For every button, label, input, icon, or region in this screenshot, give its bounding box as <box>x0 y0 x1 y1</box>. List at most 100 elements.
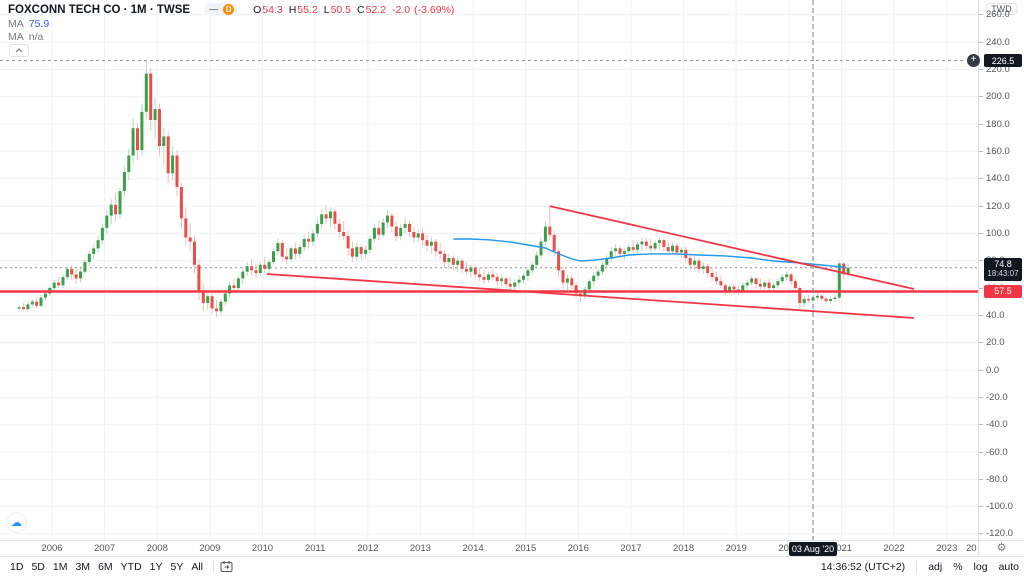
cloud-sync-button[interactable]: ☁ <box>6 512 27 533</box>
open-label: O <box>253 3 262 16</box>
clock[interactable]: 14:36:52 (UTC+2) <box>820 561 906 573</box>
market-status-pill[interactable]: — D <box>204 3 238 16</box>
time-axis[interactable]: 2006 2007 2008 2009 2010 2011 2012 2013 2014 2015… <box>0 540 978 556</box>
status-divider <box>916 561 918 573</box>
adjust-data-button[interactable]: adj <box>928 561 943 573</box>
price-tick: 40.0 <box>979 310 1005 321</box>
high-price-badge: 226.5 <box>984 54 1022 68</box>
ma-line <box>453 238 846 269</box>
time-tick: 2015 <box>515 543 537 554</box>
time-tick: 2008 <box>146 543 168 554</box>
change-percent: (-3.69%) <box>414 3 455 16</box>
ma2-label: MA <box>8 31 24 43</box>
gear-icon[interactable]: ⚙ <box>996 542 1007 554</box>
price-tick: 0.0 <box>979 365 999 376</box>
price-tick: 140.0 <box>979 173 1010 184</box>
price-tick: -40.0 <box>979 419 1008 430</box>
price-tick: -100.0 <box>979 501 1013 512</box>
time-tick: 2007 <box>94 543 116 554</box>
time-tick: 2016 <box>567 543 589 554</box>
open-value: 54.3 <box>262 3 283 16</box>
price-tick: 100.0 <box>979 228 1010 239</box>
range-button-all[interactable]: All <box>191 560 204 573</box>
horizontal-line-price-badge: 57.5 <box>984 284 1022 298</box>
cloud-icon: ☁ <box>11 517 22 529</box>
last-price-badge: 74.8 18:43:07 <box>984 257 1022 281</box>
time-tick: 2020 <box>772 543 806 554</box>
price-tick: 240.0 <box>979 37 1010 48</box>
price-chart[interactable] <box>0 0 978 540</box>
time-tick: 2019 <box>725 543 747 554</box>
price-tick: -120.0 <box>979 528 1013 539</box>
time-tick: 2014 <box>462 543 484 554</box>
price-axis[interactable]: TWD 260.0 240.0 220.0 200.0 180.0 160.0 140.0 1… <box>978 0 1024 556</box>
market-closed-icon: — <box>209 4 219 14</box>
price-tick: -80.0 <box>979 474 1008 485</box>
wedge-lower-trendline <box>266 273 914 319</box>
delayed-data-badge: D <box>223 4 235 15</box>
high-label: H <box>288 3 297 16</box>
clipped-year-label: 20 <box>966 543 977 554</box>
time-tick: 2022 <box>883 543 905 554</box>
time-tick: 2006 <box>41 543 63 554</box>
bottom-toolbar: 1D 5D 1M 3M 6M YTD 1Y 5Y All 14:36:52 (UTC+2) ad… <box>0 556 1024 576</box>
wedge-upper-trendline <box>549 205 915 290</box>
change-value: -2.0 <box>392 3 411 16</box>
toolbar-divider <box>213 560 215 573</box>
range-button-1m[interactable]: 1M <box>52 560 68 573</box>
range-button-5y[interactable]: 5Y <box>170 560 184 573</box>
time-tick: 2013 <box>409 543 431 554</box>
calendar-icon <box>220 561 233 572</box>
price-tick: -60.0 <box>979 447 1008 458</box>
range-button-1d[interactable]: 1D <box>10 560 24 573</box>
time-tick: 2018 <box>673 543 695 554</box>
close-label: C <box>357 3 365 16</box>
candles-layer <box>17 61 850 317</box>
range-button-6m[interactable]: 6M <box>98 560 113 573</box>
price-tick: 180.0 <box>979 119 1010 130</box>
price-tick: -20.0 <box>979 392 1008 403</box>
add-alert-plus-button[interactable]: + <box>967 53 980 67</box>
currency-label[interactable]: TWD <box>985 3 1018 15</box>
time-tick: 2009 <box>199 543 221 554</box>
ma-legend-1[interactable]: MA 75.9 <box>8 18 454 30</box>
status-bar: 14:36:52 (UTC+2) adj % log auto <box>821 557 1019 576</box>
percent-scale-button[interactable]: % <box>953 561 963 573</box>
price-tick: 220.0 <box>979 64 1010 75</box>
price-tick: 160.0 <box>979 146 1010 157</box>
legend-collapse-button[interactable] <box>9 44 29 57</box>
time-tick: 2012 <box>357 543 379 554</box>
high-value: 55.2 <box>297 3 318 16</box>
time-tick: 2017 <box>620 543 642 554</box>
axis-settings-corner[interactable]: ⚙ <box>978 540 1024 556</box>
price-tick: 260.0 <box>979 9 1010 20</box>
auto-scale-button[interactable]: auto <box>998 561 1019 573</box>
symbol-title[interactable]: FOXCONN TECH CO · 1M · TWSE <box>8 3 191 16</box>
last-price-value: 74.8 <box>994 259 1012 270</box>
time-tick: 2023 <box>936 543 958 554</box>
ma1-label: MA <box>8 17 24 30</box>
time-tick: 2011 <box>304 543 326 554</box>
price-tick: 200.0 <box>979 91 1010 102</box>
close-value: 52.2 <box>365 3 387 16</box>
go-to-date-button[interactable] <box>220 560 233 573</box>
range-button-1y[interactable]: 1Y <box>149 560 163 573</box>
bar-countdown: 18:43:07 <box>987 269 1019 279</box>
chevron-up-icon <box>15 48 23 53</box>
ma-legend-2[interactable]: MA n/a <box>8 31 454 43</box>
time-tick: 2021 <box>830 543 853 554</box>
plus-icon: + <box>970 54 977 66</box>
range-button-ytd[interactable]: YTD <box>120 560 142 573</box>
ohlc-values: O 54.3 H 55.2 L 50.5 C 52.2 -2.0 (-3.69%) <box>247 4 454 16</box>
log-scale-button[interactable]: log <box>973 561 988 573</box>
price-tick: 20.0 <box>979 337 1005 348</box>
time-tick: 2010 <box>251 543 274 554</box>
range-button-5d[interactable]: 5D <box>31 560 45 573</box>
ma1-value: 75.9 <box>28 17 50 30</box>
low-value: 50.5 <box>330 3 352 16</box>
price-tick: 120.0 <box>979 201 1010 212</box>
low-label: L <box>323 3 330 16</box>
range-button-3m[interactable]: 3M <box>75 560 91 573</box>
